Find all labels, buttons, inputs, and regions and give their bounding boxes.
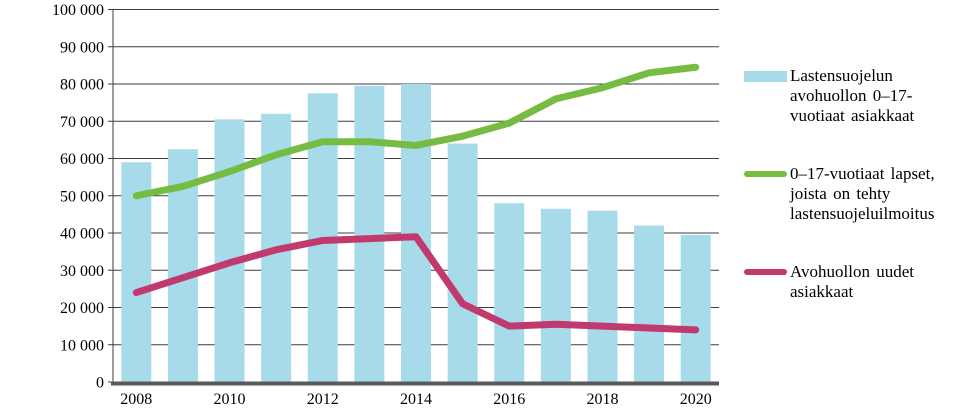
bar-2016 xyxy=(494,203,525,382)
x-axis-label: 2016 xyxy=(493,391,525,408)
y-axis-label: 100 000 xyxy=(52,2,104,19)
legend-bar-swatch xyxy=(744,71,787,82)
legend-label-clients: Lastensuojelun avohuollon 0–17- vuotiaat… xyxy=(790,66,915,125)
legend-label-notifications: 0–17-vuotiaat lapset, joista on tehty la… xyxy=(790,164,935,223)
x-axis-label: 2008 xyxy=(120,391,152,408)
bar-2018 xyxy=(587,210,618,382)
y-axis-label: 90 000 xyxy=(60,39,104,56)
legend-item-clients: Lastensuojelun avohuollon 0–17- vuotiaat… xyxy=(744,66,962,126)
bar-2020 xyxy=(680,234,711,382)
y-axis-label: 70 000 xyxy=(60,114,104,131)
line-series-1 xyxy=(132,233,700,334)
y-axis-label: 20 000 xyxy=(60,300,104,317)
x-axis-label: 2020 xyxy=(680,391,712,408)
y-axis-label: 30 000 xyxy=(60,263,104,280)
bar-2015 xyxy=(447,143,478,382)
bar-2013 xyxy=(354,85,385,383)
y-axis-label: 0 xyxy=(96,375,104,392)
x-axis-label: 2018 xyxy=(586,391,618,408)
bar-2019 xyxy=(634,225,665,382)
y-axis-label: 50 000 xyxy=(60,188,104,205)
legend-item-notifications: 0–17-vuotiaat lapset, joista on tehty la… xyxy=(744,164,962,224)
line-series-0 xyxy=(132,63,700,200)
legend-line-swatch-green xyxy=(744,171,787,177)
chart-legend: Lastensuojelun avohuollon 0–17- vuotiaat… xyxy=(744,66,962,340)
legend-label-new-clients: Avohuollon uudet asiakkaat xyxy=(790,262,914,301)
legend-line-swatch-magenta xyxy=(744,269,787,275)
x-axis-label: 2014 xyxy=(400,391,432,408)
bar-2017 xyxy=(540,208,571,382)
y-axis-label: 80 000 xyxy=(60,77,104,94)
y-axis-label: 40 000 xyxy=(60,226,104,243)
bar-2010 xyxy=(214,119,245,382)
x-axis-label: 2012 xyxy=(307,391,339,408)
legend-item-new-clients: Avohuollon uudet asiakkaat xyxy=(744,262,962,302)
bar-2014 xyxy=(401,84,431,382)
y-axis-label: 10 000 xyxy=(60,337,104,354)
x-axis-label: 2010 xyxy=(214,391,246,408)
y-axis-label: 60 000 xyxy=(60,151,104,168)
